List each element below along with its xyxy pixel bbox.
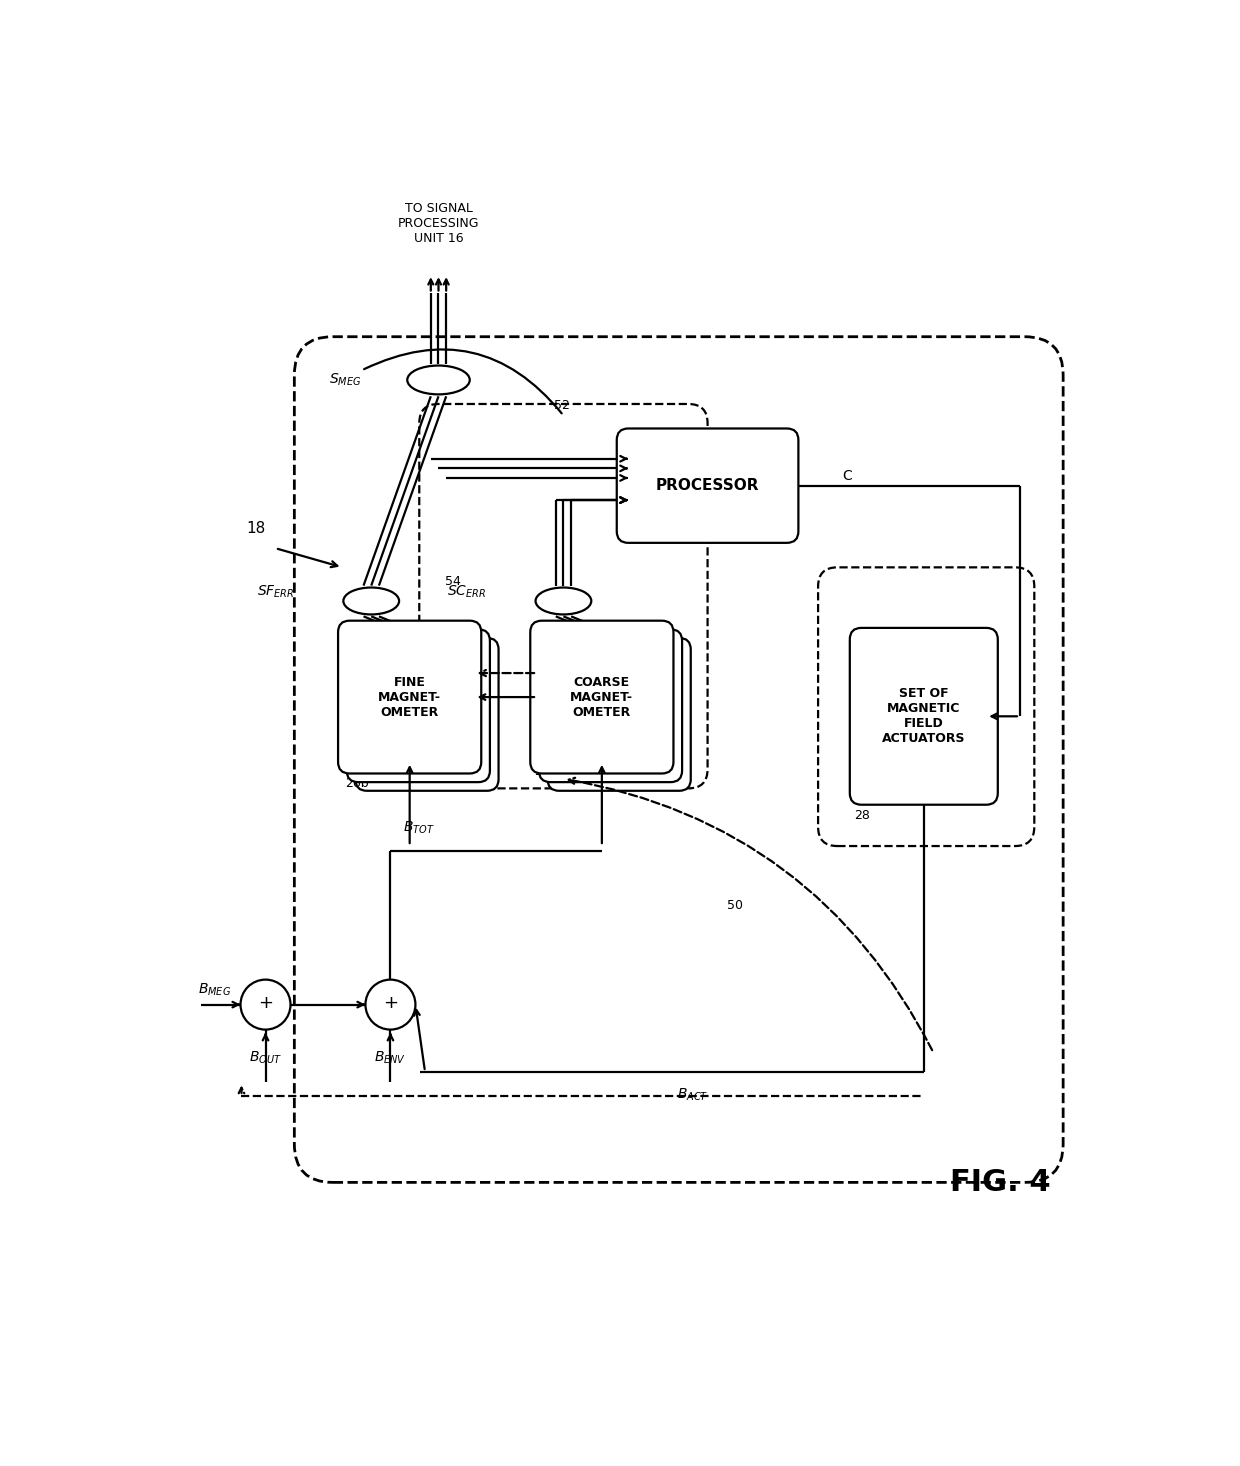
Text: $S_{MEG}$: $S_{MEG}$ <box>329 372 362 388</box>
Text: 26a: 26a <box>534 765 558 777</box>
Text: SET OF
MAGNETIC
FIELD
ACTUATORS: SET OF MAGNETIC FIELD ACTUATORS <box>882 688 966 745</box>
Text: 28: 28 <box>854 809 870 822</box>
Ellipse shape <box>343 588 399 614</box>
Text: FINE
MAGNET-
OMETER: FINE MAGNET- OMETER <box>378 676 441 718</box>
Text: 54: 54 <box>445 575 461 588</box>
Text: 26b: 26b <box>345 777 370 790</box>
Text: $B_{OUT}$: $B_{OUT}$ <box>249 1050 281 1066</box>
Circle shape <box>241 979 290 1029</box>
Text: TO SIGNAL
PROCESSING
UNIT 16: TO SIGNAL PROCESSING UNIT 16 <box>398 202 479 245</box>
Text: C: C <box>842 469 852 484</box>
Text: 18: 18 <box>247 522 265 537</box>
Text: $B_{MEG}$: $B_{MEG}$ <box>198 982 232 998</box>
FancyBboxPatch shape <box>548 638 691 790</box>
Text: +: + <box>258 994 273 1012</box>
FancyBboxPatch shape <box>356 638 498 790</box>
FancyBboxPatch shape <box>849 627 998 805</box>
Ellipse shape <box>407 365 470 394</box>
Circle shape <box>366 979 415 1029</box>
FancyBboxPatch shape <box>347 629 490 783</box>
Text: PROCESSOR: PROCESSOR <box>656 478 759 493</box>
FancyBboxPatch shape <box>339 620 481 774</box>
Text: $B_{ACT}$: $B_{ACT}$ <box>677 1086 709 1102</box>
FancyBboxPatch shape <box>531 620 673 774</box>
FancyBboxPatch shape <box>539 629 682 783</box>
Ellipse shape <box>536 588 591 614</box>
Text: $SF_{ERR}$: $SF_{ERR}$ <box>257 583 294 600</box>
Text: $B_{ENV}$: $B_{ENV}$ <box>374 1050 407 1066</box>
Text: COARSE
MAGNET-
OMETER: COARSE MAGNET- OMETER <box>570 676 634 718</box>
FancyBboxPatch shape <box>616 428 799 542</box>
Text: 50: 50 <box>727 899 743 912</box>
Text: 52: 52 <box>554 399 569 412</box>
Text: $SC_{ERR}$: $SC_{ERR}$ <box>448 583 486 600</box>
Text: 30: 30 <box>644 522 660 535</box>
Text: +: + <box>383 994 398 1012</box>
Text: FIG. 4: FIG. 4 <box>950 1168 1052 1196</box>
Text: $B_{TOT}$: $B_{TOT}$ <box>403 819 435 837</box>
